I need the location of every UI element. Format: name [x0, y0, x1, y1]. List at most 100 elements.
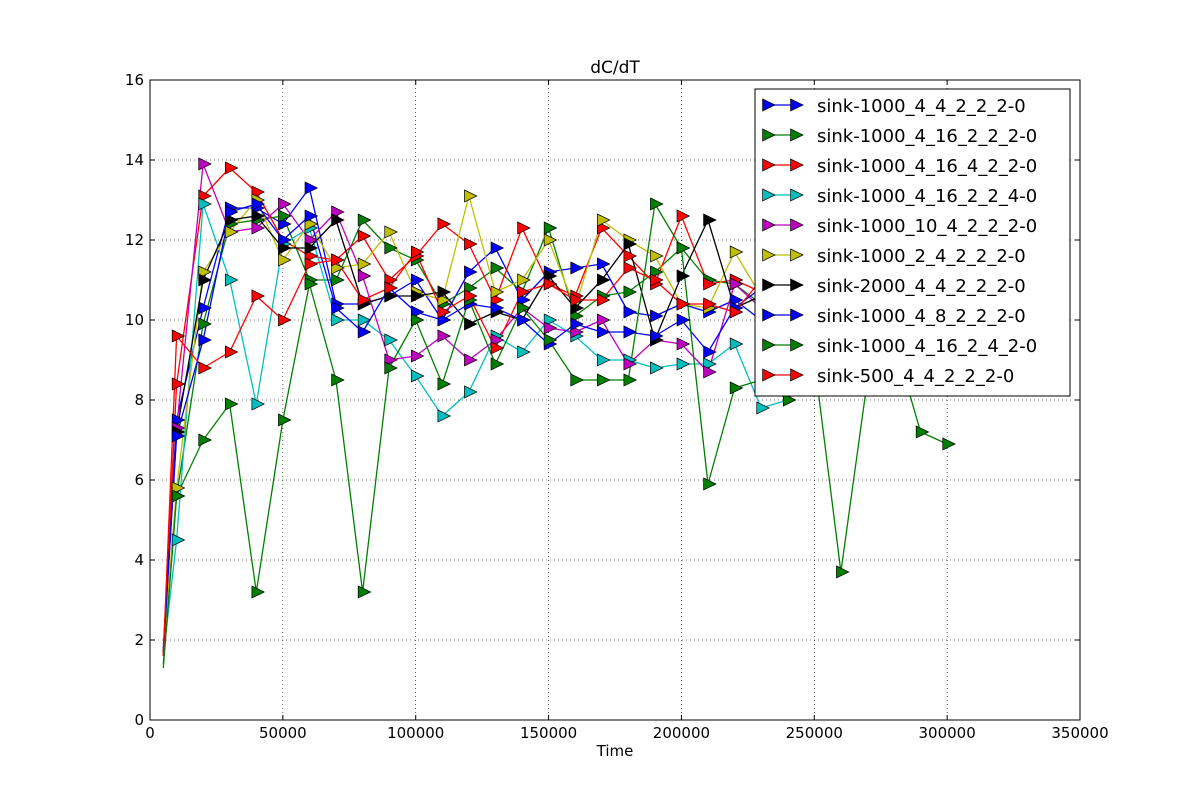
series-4-point [703, 357, 717, 371]
series-6-point [596, 213, 611, 227]
series-10-point [703, 297, 717, 311]
series-9-point [384, 361, 398, 375]
series-8-point [278, 233, 292, 247]
series-8-point [304, 209, 319, 223]
legend-marker [762, 98, 776, 112]
legend[interactable]: sink-1000_4_4_2_2_2-0 sink-1000_4_16_2_2_… [754, 88, 1071, 397]
series-8-point [570, 317, 584, 331]
series-1-point [278, 217, 292, 231]
y-tick-label: 6 [134, 471, 144, 489]
legend-label: sink-1000_10_4_2_2_2-0 [817, 216, 1037, 237]
series-9-point [570, 373, 584, 387]
y-tick-label: 16 [125, 71, 144, 89]
series-5-point [729, 277, 744, 291]
series-8-point [490, 301, 505, 315]
series-10-point [437, 305, 452, 319]
series-5-point [570, 325, 584, 339]
legend-label: sink-500_4_4_2_2_2-0 [817, 366, 1014, 387]
series-9-point [171, 489, 186, 503]
series-5-point [676, 337, 691, 351]
series-4-point [676, 357, 691, 371]
series-5-point [703, 365, 717, 379]
series-3-point [703, 277, 717, 291]
series-5-point [437, 329, 452, 343]
series-2-point [570, 309, 584, 323]
series-8-point [650, 329, 664, 343]
series-1-point [171, 413, 186, 427]
series-10-point [251, 289, 266, 303]
x-axis-label: Time [596, 742, 634, 760]
series-2-point [650, 265, 664, 279]
series-9-point [278, 413, 292, 427]
series-4-point [517, 345, 531, 359]
series-9-point [251, 585, 266, 599]
series-6-point [729, 245, 744, 259]
series-6-point [278, 253, 292, 267]
series-8-point [171, 429, 186, 443]
series-3-point [676, 209, 691, 223]
series-9-point [836, 565, 850, 579]
legend-marker [790, 248, 804, 262]
series-5-point [331, 205, 345, 219]
legend-label: sink-1000_4_4_2_2_2-0 [817, 96, 1026, 117]
series-10-point [490, 341, 505, 355]
x-tick-label: 250000 [786, 724, 843, 742]
series-7-point [464, 317, 478, 331]
series-3-point [464, 237, 478, 251]
series-9-point [517, 301, 531, 315]
series-6-point [304, 217, 319, 231]
series-10-point [304, 257, 319, 271]
series-10-point [543, 277, 558, 291]
series-3-point [224, 161, 239, 175]
series-6-point [171, 481, 186, 495]
series-8-point [517, 313, 531, 327]
series-6-point [650, 249, 664, 263]
series-7-point [224, 213, 239, 227]
series-10-point [384, 281, 398, 295]
series-6-point [543, 233, 558, 247]
series-9-point [650, 197, 664, 211]
series-7-point [331, 213, 345, 227]
series-4-point [357, 313, 372, 327]
legend-marker [762, 158, 776, 172]
legend-marker [790, 308, 804, 322]
y-tick-label: 4 [134, 551, 144, 569]
series-5-point [198, 157, 212, 171]
series-9-point [676, 241, 691, 255]
series-5-point [251, 221, 266, 235]
series-10-point [623, 261, 638, 275]
series-7-point [596, 273, 611, 287]
series-2-point [357, 213, 372, 227]
legend-label: sink-1000_4_16_2_4_2-0 [817, 336, 1037, 357]
x-tick-label: 350000 [1051, 724, 1108, 742]
legend-marker [762, 278, 776, 292]
series-9-point [304, 277, 319, 291]
series-4-point [331, 313, 345, 327]
series-9-point [357, 585, 372, 599]
series-7-point [676, 269, 691, 283]
y-tick-label: 14 [125, 151, 144, 169]
series-1-point [304, 181, 319, 195]
legend-label: sink-1000_4_16_2_2_2-0 [817, 126, 1037, 147]
series-9-point [437, 377, 452, 391]
series-8-point [410, 305, 425, 319]
series-4-point [251, 397, 266, 411]
grid-lines [150, 80, 1080, 720]
x-tick-label: 200000 [653, 724, 710, 742]
series-7-point [384, 289, 398, 303]
series-8-point [596, 325, 611, 339]
series-3-point [171, 377, 186, 391]
legend-label: sink-2000_4_4_2_2_2-0 [817, 276, 1026, 297]
series-6-point [331, 261, 345, 275]
series-7-point [570, 301, 584, 315]
legend-frame [754, 88, 1071, 397]
legend-marker [762, 218, 776, 232]
series-3-point [304, 249, 319, 263]
series-1-point [650, 309, 664, 323]
legend-marker [762, 368, 776, 382]
legend-marker [762, 248, 776, 262]
series-3-point [198, 189, 212, 203]
series-5-point [304, 233, 319, 247]
series-2-point [623, 285, 638, 299]
series-1-point [729, 293, 744, 307]
